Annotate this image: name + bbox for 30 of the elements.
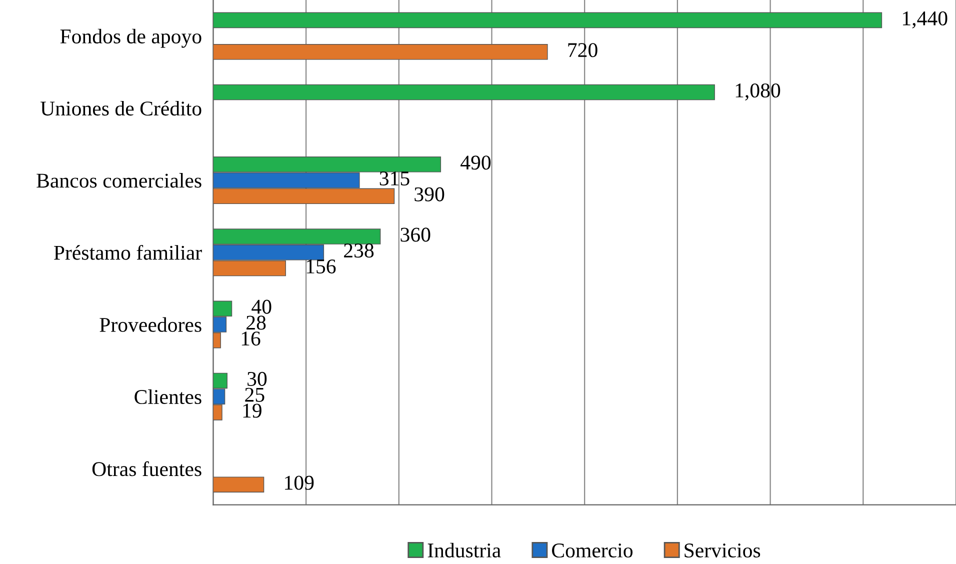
legend-label: Servicios: [684, 544, 760, 558]
y-tick-label: Bancos comerciales: [36, 173, 202, 188]
data-label: 30: [248, 372, 267, 386]
data-label: 19: [243, 404, 262, 418]
y-tick-label: Proveedores: [100, 317, 202, 332]
y-tick-label: Uniones de Crédito: [40, 100, 202, 116]
bar: [213, 44, 548, 60]
data-label: 25: [245, 388, 264, 402]
bar: [213, 476, 264, 492]
data-label: 238: [344, 244, 374, 258]
data-label: 40: [252, 300, 272, 314]
legend-label: Comercio: [552, 544, 633, 558]
y-tick-label: Clientes: [134, 389, 202, 404]
data-label: 490: [460, 156, 491, 170]
data-label: 1,440: [902, 11, 948, 28]
y-tick-label: Otras fuentes: [92, 461, 202, 476]
bar: [213, 84, 715, 100]
data-label: 156: [306, 259, 336, 274]
data-label: 360: [400, 228, 430, 242]
data-label: 16: [242, 332, 260, 346]
bar: [213, 12, 882, 28]
data-label: 315: [380, 171, 410, 186]
legend-label: Industria: [428, 542, 501, 558]
data-label: 109: [285, 476, 314, 490]
y-tick-label: Fondos de apoyo: [60, 28, 202, 48]
data-label: 1,080: [736, 83, 780, 101]
data-label: 390: [414, 187, 444, 202]
y-tick-label: Préstamo familiar: [54, 244, 202, 260]
data-label: 28: [246, 316, 266, 330]
data-label: 720: [568, 43, 598, 58]
